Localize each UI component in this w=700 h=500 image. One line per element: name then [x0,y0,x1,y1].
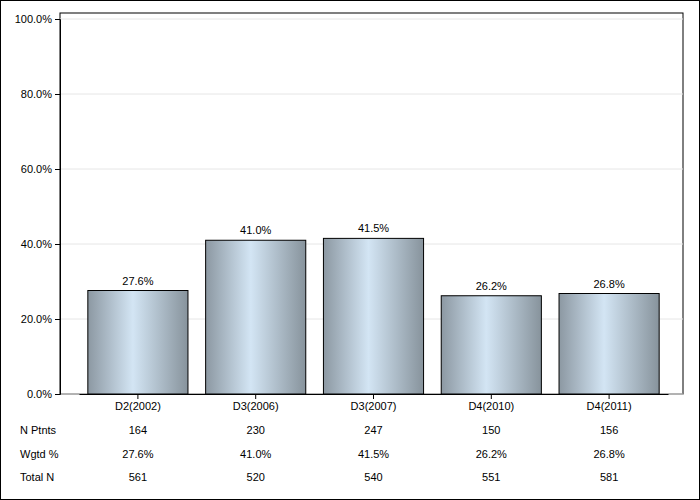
x-tick-label: D4(2010) [468,400,514,412]
table-cell: 27.6% [122,448,153,460]
x-tick-mark [255,394,256,399]
y-tick-label: 100.0% [15,13,53,25]
bar [323,238,423,394]
x-tick-label: D3(2006) [233,400,279,412]
bars [88,238,659,394]
x-tick: D4(2010) [468,394,514,412]
y-tick-label: 60.0% [21,163,52,175]
y-axis: 0.0% 20.0% 40.0% 60.0% 80.0% 100.0% [15,13,61,400]
y-tick-label: 20.0% [21,313,52,325]
outer-border [1,1,700,500]
table-row-label: N Ptnts [20,424,57,436]
table-cell: 561 [129,471,147,483]
x-tick: D4(2011) [587,394,632,412]
data-label: 26.8% [593,278,624,290]
table-row-label: Total N [20,471,54,483]
grid [60,19,683,394]
y-tick-label: 80.0% [21,88,52,100]
y-tick: 20.0% [21,313,60,325]
table-cell: 26.8% [593,448,624,460]
table-cell: 164 [129,424,147,436]
y-tick-label: 0.0% [27,388,52,400]
y-tick: 60.0% [21,163,60,175]
plot-frame [60,13,683,394]
x-tick-label: D4(2011) [587,400,632,412]
table-cell: 520 [247,471,265,483]
data-label: 26.2% [476,280,507,292]
table-cell: 41.5% [358,448,389,460]
table-cell: 247 [364,424,382,436]
y-tick: 80.0% [21,88,60,100]
x-tick-mark [609,394,610,399]
x-tick-mark [491,394,492,399]
x-axis: D2(2002) D3(2006) D3(2007) D4(2010) D4(2011) [80,394,669,412]
x-tick-label: D2(2002) [115,400,161,412]
y-tick-label: 40.0% [21,238,52,250]
x-tick-mark [137,394,138,399]
x-tick: D2(2002) [115,394,161,412]
x-tick: D3(2006) [233,394,279,412]
y-tick-mark [55,19,60,20]
data-labels: 27.6% 41.0% 41.5% 26.2% 26.8% [122,222,625,291]
y-tick: 100.0% [15,13,60,25]
table-cell: 540 [364,471,382,483]
table-row-label: Wgtd % [20,448,59,460]
table-cell: 41.0% [240,448,271,460]
y-tick-mark [55,319,60,320]
y-tick-mark [55,244,60,245]
data-label: 41.5% [358,222,389,234]
x-tick-mark [373,394,374,399]
table-cell: 581 [600,471,618,483]
x-tick-label: D3(2007) [351,400,397,412]
y-tick-mark [55,169,60,170]
table-cell: 150 [482,424,500,436]
data-label: 41.0% [240,224,271,236]
data-table: N Ptnts 164 230 247 150 156 Wgtd % 27.6% 41.0% 41… [20,424,625,483]
bar [88,291,188,395]
y-tick-mark [55,394,60,395]
y-tick: 40.0% [21,238,60,250]
grid-line [60,169,683,170]
y-tick: 0.0% [27,388,60,400]
y-tick-mark [55,94,60,95]
table-cell: 551 [482,471,500,483]
x-tick: D3(2007) [351,394,397,412]
bar [441,296,541,394]
bar [559,294,659,395]
table-cell: 230 [247,424,265,436]
grid-line [60,19,683,20]
chart: 0.0% 20.0% 40.0% 60.0% 80.0% 100.0% 27.6% 41.0%… [0,0,700,500]
table-cell: 26.2% [476,448,507,460]
table-cell: 156 [600,424,618,436]
grid-line [60,94,683,95]
data-label: 27.6% [122,275,153,287]
y-axis-line [55,20,61,395]
bar [206,240,306,394]
